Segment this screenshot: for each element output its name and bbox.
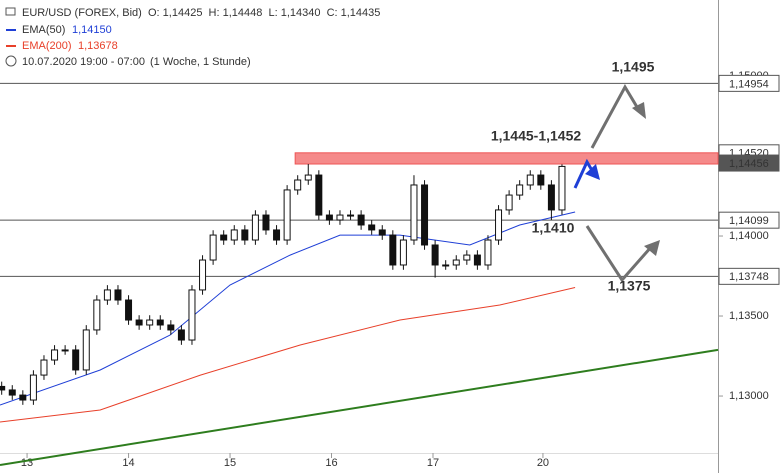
candle-body <box>262 214 270 231</box>
resolution: (1 Woche, 1 Stunde) <box>150 56 251 68</box>
annotation: 1,1445-1,1452 <box>491 128 582 144</box>
candle-body <box>325 214 333 221</box>
annotation: 1,1495 <box>612 59 655 75</box>
candle-body <box>484 239 492 266</box>
candle-body <box>463 254 471 261</box>
candle-body <box>336 214 344 221</box>
level-box <box>718 211 780 229</box>
indicator-line <box>0 287 576 423</box>
candle-body <box>421 184 429 246</box>
legend-label: EMA(50) <box>22 24 65 36</box>
candle-body <box>8 389 16 396</box>
candle-body <box>452 259 460 266</box>
candle-body <box>103 289 111 301</box>
candle-body <box>389 234 397 266</box>
candle-body <box>51 349 59 361</box>
candle-body <box>304 174 312 181</box>
candle-body <box>199 259 207 291</box>
icon <box>5 7 16 16</box>
candle-body <box>495 209 503 241</box>
candle-body <box>368 224 376 231</box>
resistance-zone <box>294 152 719 165</box>
candle-body <box>347 214 355 217</box>
candle-body <box>19 394 27 401</box>
level-label: 1,13748 <box>729 271 769 283</box>
level-label: 1,14099 <box>729 215 769 227</box>
candle-body <box>410 184 418 241</box>
candle-body <box>431 244 439 266</box>
candle-body <box>473 254 481 266</box>
candle-body <box>167 324 175 331</box>
candle-body <box>40 359 48 376</box>
legend: EUR/USD (FOREX, Bid) O: 1,14425 H: 1,144… <box>5 7 380 68</box>
x-tick-label: 17 <box>427 457 439 469</box>
indicator-line <box>0 348 719 466</box>
x-tick-label: 16 <box>325 457 337 469</box>
candle-body <box>378 229 386 236</box>
candle-body <box>442 264 450 267</box>
icon <box>5 55 17 67</box>
candle-body <box>251 214 259 241</box>
ohlc: O: 1,14425 H: 1,14448 L: 1,14340 C: 1,14… <box>148 7 380 19</box>
candle-body <box>273 229 281 241</box>
candle-body <box>156 319 164 326</box>
candle-body <box>241 229 249 241</box>
candle-body <box>188 289 196 341</box>
candle-body <box>315 174 323 216</box>
candle-body <box>135 319 143 326</box>
candle-body <box>125 299 133 321</box>
level-box <box>718 267 780 285</box>
last-price-label: 1,14456 <box>729 158 769 170</box>
indicator-line <box>0 211 576 406</box>
candle-body <box>177 329 185 341</box>
candle-body <box>72 349 80 371</box>
y-tick-label: 1,13500 <box>729 310 769 322</box>
candle-body <box>0 385 6 391</box>
candle-body <box>29 374 37 401</box>
arrow <box>590 83 642 149</box>
legend-value: 1,13678 <box>78 40 118 52</box>
candle-body <box>209 234 217 261</box>
arrow-head <box>644 240 660 256</box>
candle-body <box>146 319 154 326</box>
level-label: 1,14954 <box>729 78 769 90</box>
candle-body <box>526 174 534 186</box>
legend-value: 1,14150 <box>72 24 112 36</box>
instrument: EUR/USD (FOREX, Bid) <box>22 7 142 19</box>
candle-body <box>93 299 101 331</box>
last-price-box <box>718 154 780 172</box>
x-tick-label: 13 <box>21 457 33 469</box>
candle-body <box>537 174 545 186</box>
x-tick-label: 20 <box>537 457 549 469</box>
y-tick-label: 1,13000 <box>729 390 769 402</box>
arrow <box>585 225 654 283</box>
candle-body <box>399 239 407 266</box>
candle-body <box>283 189 291 241</box>
annotation: 1,1410 <box>532 220 575 236</box>
annotation: 1,1375 <box>608 278 651 294</box>
arrow-head <box>632 102 646 119</box>
candle-body <box>82 329 90 371</box>
x-tick-label: 14 <box>122 457 134 469</box>
candle-body <box>294 179 302 191</box>
candle-body <box>505 194 513 211</box>
legend-label: EMA(200) <box>22 40 72 52</box>
candle-body <box>357 214 365 226</box>
period: 10.07.2020 19:00 - 07:00 <box>22 56 145 68</box>
candle-body <box>114 289 122 301</box>
y-tick-label: 1,14000 <box>729 230 769 242</box>
candle-body <box>230 229 238 241</box>
candle-body <box>61 349 69 352</box>
arrow-head <box>585 164 600 180</box>
candle-body <box>558 165 566 211</box>
candle-body <box>220 234 228 241</box>
candle-body <box>516 184 524 196</box>
candle-body <box>547 184 555 211</box>
x-tick-label: 15 <box>224 457 236 469</box>
arrows <box>573 83 660 283</box>
level-box <box>718 74 780 92</box>
